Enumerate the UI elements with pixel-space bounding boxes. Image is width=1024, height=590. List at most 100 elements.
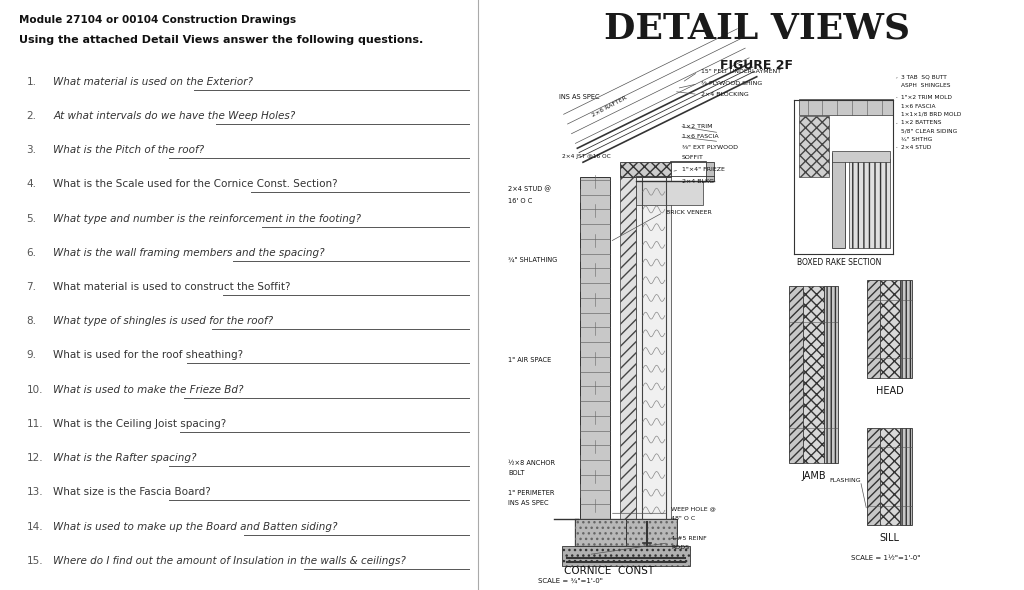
- Text: What is used to make up the Board and Batten siding?: What is used to make up the Board and Ba…: [53, 522, 338, 532]
- Bar: [831, 151, 890, 162]
- Bar: [803, 286, 824, 463]
- Text: 5/8" CLEAR SIDING: 5/8" CLEAR SIDING: [901, 129, 957, 133]
- Text: ½×8 ANCHOR: ½×8 ANCHOR: [508, 460, 555, 466]
- Text: 48" O C: 48" O C: [671, 516, 695, 520]
- Text: At what intervals do we have the Weep Holes?: At what intervals do we have the Weep Ho…: [53, 111, 295, 121]
- Text: 11.: 11.: [27, 419, 43, 429]
- Text: 2×6 RAFTER: 2×6 RAFTER: [591, 96, 628, 118]
- Text: 12.: 12.: [27, 453, 43, 463]
- Text: What is the wall framing members and the spacing?: What is the wall framing members and the…: [53, 248, 325, 258]
- Text: SCALE = 1½"=1'-0": SCALE = 1½"=1'-0": [851, 555, 921, 560]
- Text: 2×4 BLOCKING: 2×4 BLOCKING: [700, 92, 749, 97]
- Text: What is the Pitch of the roof?: What is the Pitch of the roof?: [53, 145, 205, 155]
- Bar: [824, 286, 838, 463]
- Text: 4-#5 REINF: 4-#5 REINF: [671, 536, 707, 540]
- Text: 1×6 FASCIA: 1×6 FASCIA: [901, 104, 936, 109]
- Text: 7.: 7.: [27, 282, 37, 292]
- Text: What type and number is the reinforcement in the footing?: What type and number is the reinforcemen…: [53, 214, 361, 224]
- Text: 2×4 JST @16 OC: 2×4 JST @16 OC: [561, 154, 610, 159]
- Bar: [621, 162, 671, 177]
- Text: What is the Scale used for the Cornice Const. Section?: What is the Scale used for the Cornice C…: [53, 179, 338, 189]
- Text: FLASHING: FLASHING: [829, 478, 861, 483]
- Text: 2×4 STUD @: 2×4 STUD @: [508, 186, 551, 192]
- Text: What type of shingles is used for the roof?: What type of shingles is used for the ro…: [53, 316, 273, 326]
- Text: 4.: 4.: [27, 179, 37, 189]
- Text: BRICK VENEER: BRICK VENEER: [666, 210, 712, 215]
- Bar: [880, 280, 899, 378]
- Text: What size is the Fascia Board?: What size is the Fascia Board?: [53, 487, 211, 497]
- Text: DETAIL VIEWS: DETAIL VIEWS: [604, 12, 909, 46]
- Text: 1" PERIMETER: 1" PERIMETER: [508, 490, 555, 496]
- Text: CORNICE  CONST: CORNICE CONST: [564, 566, 654, 576]
- Text: 3.: 3.: [27, 145, 37, 155]
- Bar: [849, 159, 890, 248]
- Text: What is the Rafter spacing?: What is the Rafter spacing?: [53, 453, 197, 463]
- Text: HEAD: HEAD: [876, 386, 903, 395]
- Text: What is used to make the Frieze Bd?: What is used to make the Frieze Bd?: [53, 385, 244, 395]
- Text: 1.: 1.: [27, 77, 37, 87]
- Text: What is used for the roof sheathing?: What is used for the roof sheathing?: [53, 350, 244, 360]
- Text: 9.: 9.: [27, 350, 37, 360]
- Text: 1×6 FASCIA: 1×6 FASCIA: [682, 135, 719, 139]
- Text: 10.: 10.: [27, 385, 43, 395]
- Text: Using the attached Detail Views answer the following questions.: Using the attached Detail Views answer t…: [19, 35, 424, 45]
- Text: 1"×4" FRIEZE: 1"×4" FRIEZE: [682, 168, 725, 172]
- Text: 15" FELT UNDERLAYMENT: 15" FELT UNDERLAYMENT: [700, 70, 780, 74]
- Bar: [575, 519, 626, 546]
- Text: BOLT: BOLT: [508, 470, 524, 476]
- Text: What is the Ceiling Joist spacing?: What is the Ceiling Joist spacing?: [53, 419, 226, 429]
- Text: 2×4 BLKG: 2×4 BLKG: [682, 179, 714, 183]
- Text: 2×4 STUD: 2×4 STUD: [901, 145, 931, 150]
- Text: 3 TAB  SQ BUTT: 3 TAB SQ BUTT: [901, 74, 947, 79]
- Text: SCALE = ¾"=1'-0": SCALE = ¾"=1'-0": [538, 578, 602, 584]
- Text: 6.: 6.: [27, 248, 37, 258]
- Bar: [626, 519, 677, 546]
- Text: 1" AIR SPACE: 1" AIR SPACE: [508, 357, 552, 363]
- Bar: [621, 177, 637, 519]
- Bar: [575, 519, 677, 546]
- Text: 2.: 2.: [27, 111, 37, 121]
- Text: ⅜" EXT PLYWOOD: ⅜" EXT PLYWOOD: [682, 145, 738, 150]
- Bar: [880, 428, 899, 525]
- Bar: [561, 546, 690, 566]
- Bar: [581, 177, 609, 519]
- Text: 1×2 TRIM: 1×2 TRIM: [682, 124, 713, 129]
- Bar: [867, 280, 880, 378]
- Text: ¾" SHLATHING: ¾" SHLATHING: [508, 257, 557, 263]
- Text: SILL: SILL: [880, 533, 899, 543]
- Bar: [706, 162, 714, 182]
- Text: 16' O C: 16' O C: [508, 198, 532, 204]
- Text: SOFFIT: SOFFIT: [682, 155, 703, 160]
- Text: 14.: 14.: [27, 522, 43, 532]
- Text: 1"×2 TRIM MOLD: 1"×2 TRIM MOLD: [901, 95, 952, 100]
- Text: FIGURE 2F: FIGURE 2F: [720, 59, 794, 72]
- Bar: [899, 280, 912, 378]
- Bar: [899, 428, 912, 525]
- Text: What material is used to construct the Soffit?: What material is used to construct the S…: [53, 282, 291, 292]
- Text: ASPH  SHINGLES: ASPH SHINGLES: [901, 83, 950, 88]
- Bar: [831, 153, 845, 248]
- Text: 1×2 BATTENS: 1×2 BATTENS: [901, 120, 941, 125]
- Bar: [800, 116, 829, 177]
- Bar: [637, 182, 703, 205]
- Text: RODS: RODS: [671, 545, 689, 550]
- Text: JAMB: JAMB: [801, 471, 825, 481]
- Text: WEEP HOLE @: WEEP HOLE @: [671, 506, 716, 511]
- Text: ¾" SHTHG: ¾" SHTHG: [901, 137, 933, 142]
- Text: INS AS SPEC: INS AS SPEC: [508, 500, 549, 506]
- Text: What material is used on the Exterior?: What material is used on the Exterior?: [53, 77, 253, 87]
- Text: ⅜ PLYWOOD SHING: ⅜ PLYWOOD SHING: [700, 81, 762, 86]
- Text: 13.: 13.: [27, 487, 43, 497]
- Bar: [788, 286, 803, 463]
- Text: 1×1×1/8 BRD MOLD: 1×1×1/8 BRD MOLD: [901, 112, 962, 117]
- Text: BOXED RAKE SECTION: BOXED RAKE SECTION: [797, 258, 882, 267]
- Bar: [637, 177, 671, 519]
- Text: Module 27104 or 00104 Construction Drawings: Module 27104 or 00104 Construction Drawi…: [19, 15, 297, 25]
- Bar: [867, 428, 880, 525]
- Text: 8.: 8.: [27, 316, 37, 326]
- Text: Where do I find out the amount of Insulation in the walls & ceilings?: Where do I find out the amount of Insula…: [53, 556, 407, 566]
- Text: 5.: 5.: [27, 214, 37, 224]
- Text: INS AS SPEC: INS AS SPEC: [559, 94, 600, 100]
- Bar: [800, 99, 893, 115]
- Text: 15.: 15.: [27, 556, 43, 566]
